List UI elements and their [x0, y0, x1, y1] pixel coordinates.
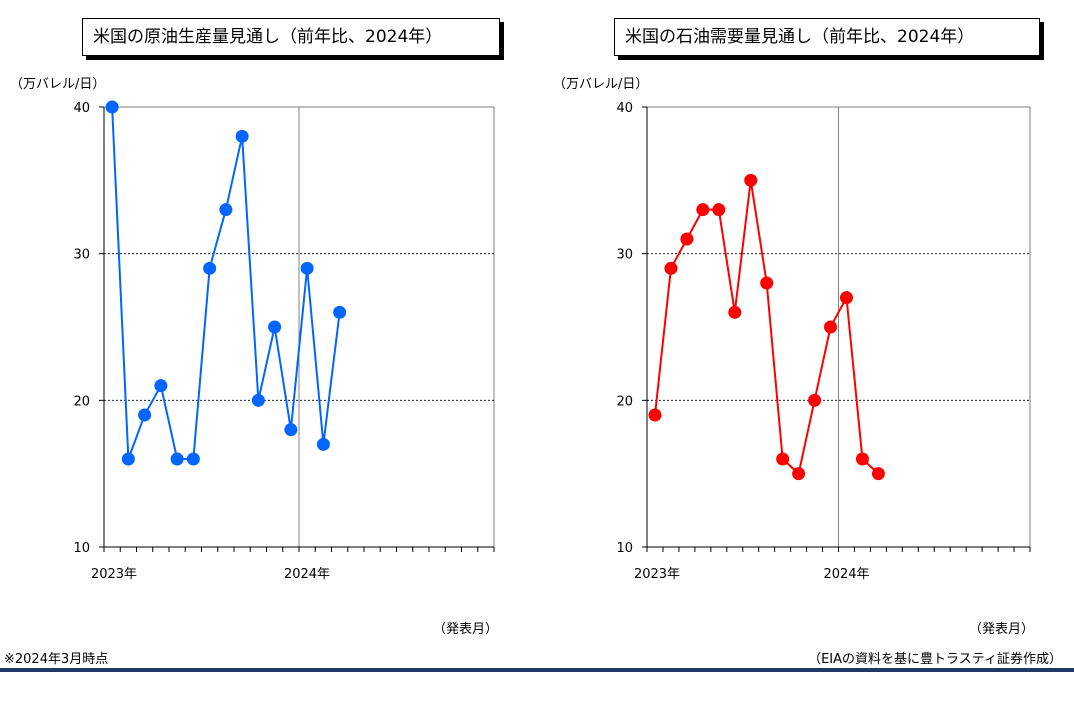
data-as-of-note: ※2024年3月時点 [4, 652, 109, 667]
data-point [251, 393, 265, 407]
data-point [760, 276, 774, 290]
data-point [855, 452, 869, 466]
y-tick-label: 40 [616, 101, 633, 116]
data-point [219, 203, 233, 217]
data-point [728, 305, 742, 319]
y-tick-label: 20 [616, 394, 633, 409]
data-point [696, 203, 710, 217]
data-point [268, 320, 282, 334]
y-unit-label: （万バレル/日） [553, 77, 648, 92]
y-tick-label: 40 [73, 101, 90, 116]
data-point [776, 452, 790, 466]
data-point [121, 452, 135, 466]
data-point [284, 423, 298, 437]
x-tick-label: 2023年 [634, 567, 680, 582]
x-axis-month-label: （発表月） [433, 622, 498, 637]
x-axis-month-label: （発表月） [969, 622, 1034, 637]
y-tick-label: 30 [73, 248, 90, 263]
y-tick-label: 10 [73, 541, 90, 556]
x-tick-label: 2024年 [284, 567, 330, 582]
data-point [871, 467, 885, 481]
data-point [792, 467, 806, 481]
data-point [824, 320, 838, 334]
data-point [664, 261, 678, 275]
x-tick-label: 2024年 [823, 567, 869, 582]
data-point [203, 261, 217, 275]
data-point [808, 393, 822, 407]
data-point [680, 232, 694, 246]
data-point [154, 379, 168, 393]
y-tick-label: 30 [616, 248, 633, 263]
data-point [648, 408, 662, 422]
data-point [138, 408, 152, 422]
data-point [316, 437, 330, 451]
crude-production-chart: 10 20 30 40 2023年 2024年 （万バレル/日） （発表月） [10, 77, 498, 637]
y-unit-label: （万バレル/日） [10, 77, 105, 92]
data-point [170, 452, 184, 466]
chart-title-crude-production: 米国の原油生産量見通し（前年比、2024年） [82, 18, 500, 56]
data-point [333, 305, 347, 319]
data-point [744, 173, 758, 187]
data-point [235, 129, 249, 143]
data-point [712, 203, 726, 217]
data-point [186, 452, 200, 466]
data-point [300, 261, 314, 275]
y-tick-label: 20 [73, 394, 90, 409]
data-point [839, 291, 853, 305]
data-point [105, 100, 119, 114]
footer-rule [0, 668, 1074, 672]
source-note: （EIAの資料を基に豊トラスティ証券作成） [808, 652, 1062, 667]
oil-demand-chart: 10 20 30 40 2023年 2024年 （万バレル/日） （発表月） [553, 77, 1034, 637]
x-tick-label: 2023年 [91, 567, 137, 582]
y-tick-label: 10 [616, 541, 633, 556]
chart-title-oil-demand: 米国の石油需要量見通し（前年比、2024年） [614, 18, 1040, 56]
